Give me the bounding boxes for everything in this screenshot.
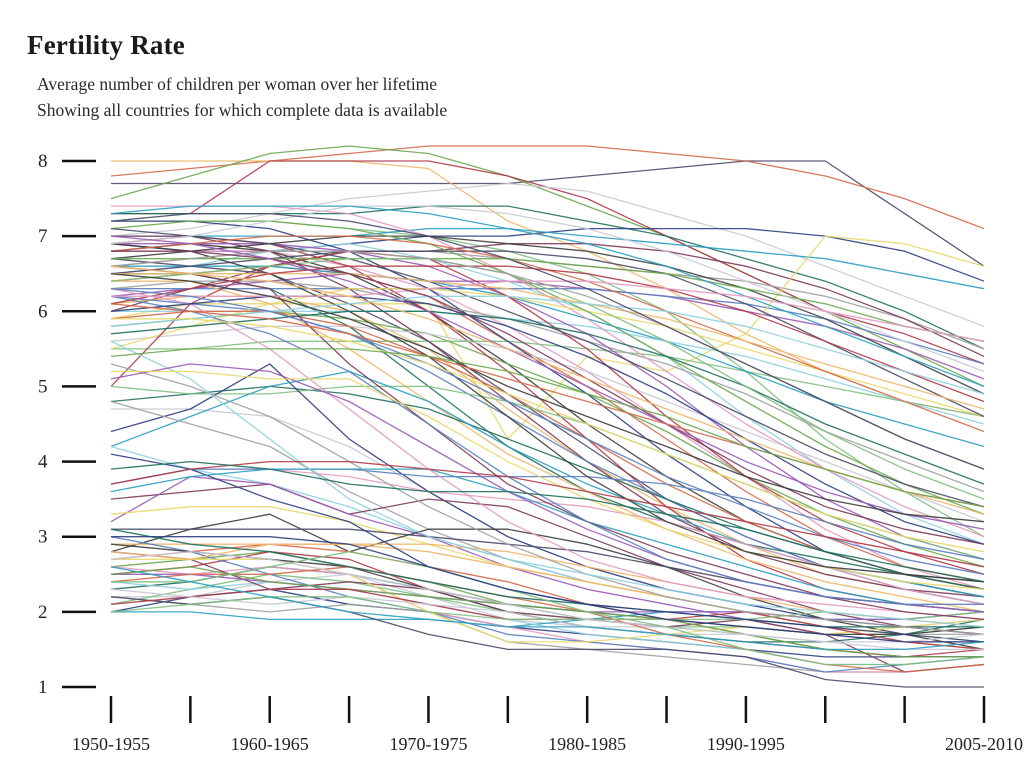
series-line-s104 [111,250,985,545]
x-tick-label: 1980-1985 [548,734,626,754]
series-line-s89 [111,370,985,590]
series-line-s25 [110,325,985,523]
series-line-s21 [110,295,985,605]
series-line-s108 [110,273,985,523]
series-line-s116 [111,551,985,666]
series-line-s114 [110,460,985,583]
series-line-s2 [110,145,985,230]
series-line-s68 [110,551,985,673]
series-line-s94 [111,258,985,342]
series-line-s42 [110,385,985,590]
series-line-s10 [111,227,985,290]
series-line-s37 [110,250,985,418]
series-line-s19 [110,258,985,598]
y-tick-label: 6 [38,301,48,322]
series-line-s113 [110,460,985,568]
series-line-s24 [111,273,985,583]
series-line-s99 [110,295,985,545]
series-line-s17 [110,235,985,440]
series-line-s102 [110,295,985,395]
y-tick-label: 7 [38,226,48,247]
series-line-s112 [110,348,985,508]
series-line-s84 [110,340,985,628]
series-line-s96 [110,310,985,485]
series-line-s6 [111,205,985,350]
series-line-s82 [110,468,985,613]
x-axis: 1950-1955 1960-1965 1970-1975 1980-1985 1990… [72,696,1023,754]
series-line-s29 [110,280,985,493]
x-tick-label: 1970-1975 [389,734,467,754]
series-line-s71 [111,558,985,643]
series-line-s109 [110,212,985,470]
series-line-s103 [111,280,985,342]
series-line-s4 [110,145,985,387]
series-line-s34 [110,295,985,605]
x-tick-label: 1960-1965 [231,734,309,754]
x-tick-label: 1950-1955 [72,734,150,754]
series-line-s85 [110,288,985,621]
chart-subtitle-line-2: Showing all countries for which complete… [37,100,448,120]
series-line-s95 [110,265,985,403]
series-line-s1 [111,160,985,267]
series-line-s93 [111,273,985,410]
series-line-s118 [110,566,985,651]
series-line-s54 [110,513,985,651]
series-line-s115 [110,551,985,643]
series-line-s32 [111,235,985,598]
series-line-s70 [110,536,985,673]
series-line-s107 [111,318,985,553]
series-line-s52 [110,468,985,560]
series-line-s98 [110,258,985,500]
y-tick-label: 2 [38,602,48,623]
series-line-s105 [110,235,985,530]
x-tick-label: 1990-1995 [707,734,785,754]
series-line-s13 [111,250,985,590]
series-line-s86 [110,265,985,621]
series-line-s83 [110,363,985,636]
series-line-s97 [110,205,985,373]
x-tick-label: 2005-2010 [945,734,1023,754]
series-line-s76 [110,566,984,658]
y-tick-label: 3 [38,527,48,548]
series-line-s7 [110,182,985,327]
series-line-s72 [110,543,985,636]
series-line-s40 [110,220,985,515]
series-line-s74 [110,566,985,673]
series-line-s106 [110,288,985,575]
chart-subtitle-line-1: Average number of children per woman ove… [37,74,438,94]
series-line-s28 [111,265,985,448]
y-tick-label: 5 [38,376,48,397]
y-tick-label: 1 [38,677,48,698]
series-line-s90 [110,243,985,583]
y-tick-label: 4 [38,452,48,473]
chart-title: Fertility Rate [27,30,185,60]
series-line-s88 [110,295,984,605]
series-line-s117 [111,536,984,643]
series-line-s33 [111,243,985,560]
series-line-s100 [110,205,985,388]
series-line-s50 [110,483,985,636]
series-line-s35 [110,288,985,418]
series-line-s39 [111,280,985,613]
series-line-s41 [110,250,985,575]
y-tick-label: 8 [38,151,48,172]
series-layer [110,145,985,688]
series-line-s36 [110,235,985,395]
y-axis: 1 2 3 4 5 6 7 8 [38,151,96,698]
series-line-s67 [110,566,985,673]
series-line-s26 [111,340,985,418]
